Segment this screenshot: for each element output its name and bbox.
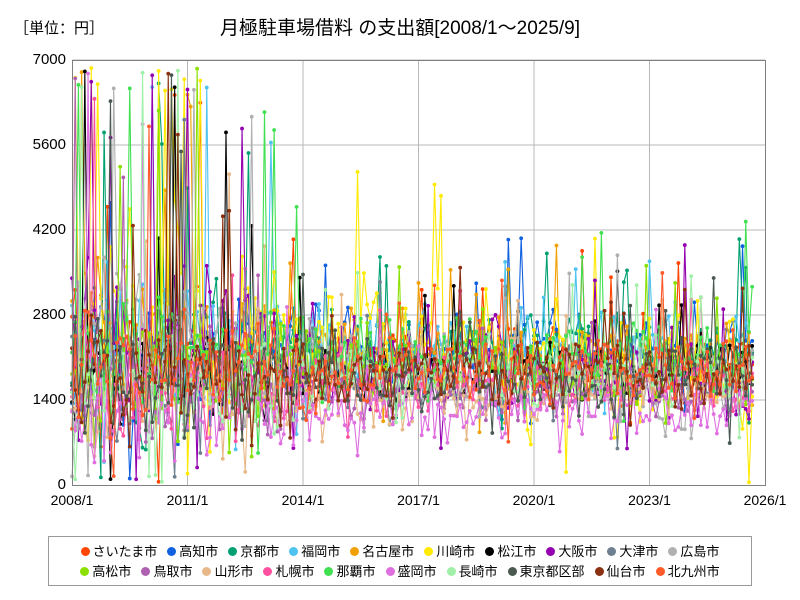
legend-item[interactable]: 高知市 — [167, 545, 218, 558]
y-tick-label: 5600 — [32, 136, 66, 153]
legend-item[interactable]: 札幌市 — [263, 565, 314, 578]
legend-row: さいたま市 高知市 京都市 福岡市 名古屋市 川崎市 松江市 大阪市 大津市 広島市 — [55, 541, 745, 561]
legend-marker-icon — [202, 566, 212, 576]
legend-row: 高松市 鳥取市 山形市 札幌市 那覇市 盛岡市 長崎市 東京都区部 仙台市 北九州市 — [55, 561, 745, 581]
legend-label: 仙台市 — [606, 563, 646, 579]
legend-marker-icon — [228, 546, 238, 556]
legend-label: 高知市 — [179, 543, 219, 559]
legend-item[interactable]: 東京都区部 — [507, 563, 585, 579]
legend-item[interactable]: 長崎市 — [446, 563, 498, 579]
legend-marker-icon — [385, 566, 395, 576]
legend-label: 高松市 — [92, 563, 132, 579]
legend-marker-icon — [263, 566, 273, 576]
legend-label: 名古屋市 — [362, 543, 415, 559]
legend-label: 広島市 — [680, 543, 720, 559]
legend-label: 鳥取市 — [153, 563, 193, 579]
legend-marker-icon — [607, 546, 617, 556]
unit-label: ［単位：円］ — [14, 20, 105, 37]
legend-marker-icon — [546, 546, 556, 556]
legend-label: 盛岡市 — [397, 563, 437, 579]
y-tick-label: 7000 — [32, 51, 66, 68]
legend-marker-icon — [324, 566, 334, 576]
chart-title: 月極駐車場借料 の支出額[2008/1〜2025/9] — [219, 18, 581, 39]
plot-border — [72, 60, 766, 486]
legend-label: 福岡市 — [301, 543, 341, 559]
legend-label: 大津市 — [619, 543, 659, 559]
legend-label: 長崎市 — [458, 563, 498, 579]
x-tick-label: 2014/1 — [281, 492, 325, 508]
legend-item[interactable]: 大阪市 — [546, 545, 597, 558]
legend-label: 北九州市 — [667, 563, 720, 579]
legend-marker-icon — [80, 566, 90, 576]
x-tick-label: 2026/1 — [743, 492, 787, 508]
legend-item[interactable]: 広島市 — [668, 545, 719, 558]
legend-label: 京都市 — [240, 543, 280, 559]
y-tick-label: 1400 — [32, 391, 66, 408]
legend-item[interactable]: 山形市 — [202, 565, 253, 578]
legend-marker-icon — [350, 546, 360, 556]
legend-label: 山形市 — [214, 563, 254, 579]
legend-marker-icon — [668, 546, 678, 556]
legend-marker-icon — [594, 566, 604, 576]
x-tick-label: 2008/1 — [50, 492, 94, 508]
legend: さいたま市 高知市 京都市 福岡市 名古屋市 川崎市 松江市 大阪市 大津市 広島市高松市 鳥取市 山… — [48, 536, 752, 586]
legend-marker-icon — [655, 566, 665, 576]
legend-marker-icon — [485, 546, 495, 556]
legend-item[interactable]: 福岡市 — [289, 545, 340, 558]
legend-item[interactable]: 大津市 — [607, 545, 658, 558]
legend-item[interactable]: 京都市 — [228, 545, 279, 558]
legend-item[interactable]: 仙台市 — [594, 563, 646, 579]
x-tick-label: 2023/1 — [628, 492, 671, 508]
plot-area — [70, 59, 766, 486]
legend-marker-icon — [507, 566, 517, 576]
y-tick-label: 2800 — [32, 306, 66, 323]
legend-marker-icon — [80, 546, 90, 556]
legend-item[interactable]: 高松市 — [80, 565, 131, 578]
legend-label: 東京都区部 — [519, 563, 585, 579]
y-tick-label: 4200 — [32, 221, 66, 238]
legend-marker-icon — [167, 546, 177, 556]
legend-label: さいたま市 — [92, 543, 158, 559]
x-tick-label: 2017/1 — [397, 492, 440, 508]
legend-item[interactable]: 鳥取市 — [141, 565, 192, 578]
legend-item[interactable]: さいたま市 — [80, 543, 158, 559]
x-tick-label: 2011/1 — [166, 492, 209, 508]
legend-item[interactable]: 那覇市 — [324, 563, 376, 579]
legend-marker-icon — [446, 566, 456, 576]
legend-marker-icon — [141, 566, 151, 576]
legend-marker-icon — [289, 546, 299, 556]
legend-item[interactable]: 北九州市 — [655, 563, 720, 579]
legend-item[interactable]: 川崎市 — [424, 545, 475, 558]
legend-label: 松江市 — [497, 543, 537, 559]
legend-label: 那覇市 — [336, 563, 376, 579]
legend-label: 札幌市 — [275, 563, 315, 579]
legend-item[interactable]: 名古屋市 — [350, 545, 414, 558]
series-line — [70, 124, 755, 479]
legend-item[interactable]: 盛岡市 — [385, 563, 437, 579]
legend-marker-icon — [424, 546, 434, 556]
x-tick-label: 2020/1 — [512, 492, 556, 508]
legend-label: 川崎市 — [436, 543, 476, 559]
y-tick-label: 0 — [57, 476, 66, 493]
legend-label: 大阪市 — [558, 543, 598, 559]
legend-item[interactable]: 松江市 — [485, 545, 536, 558]
